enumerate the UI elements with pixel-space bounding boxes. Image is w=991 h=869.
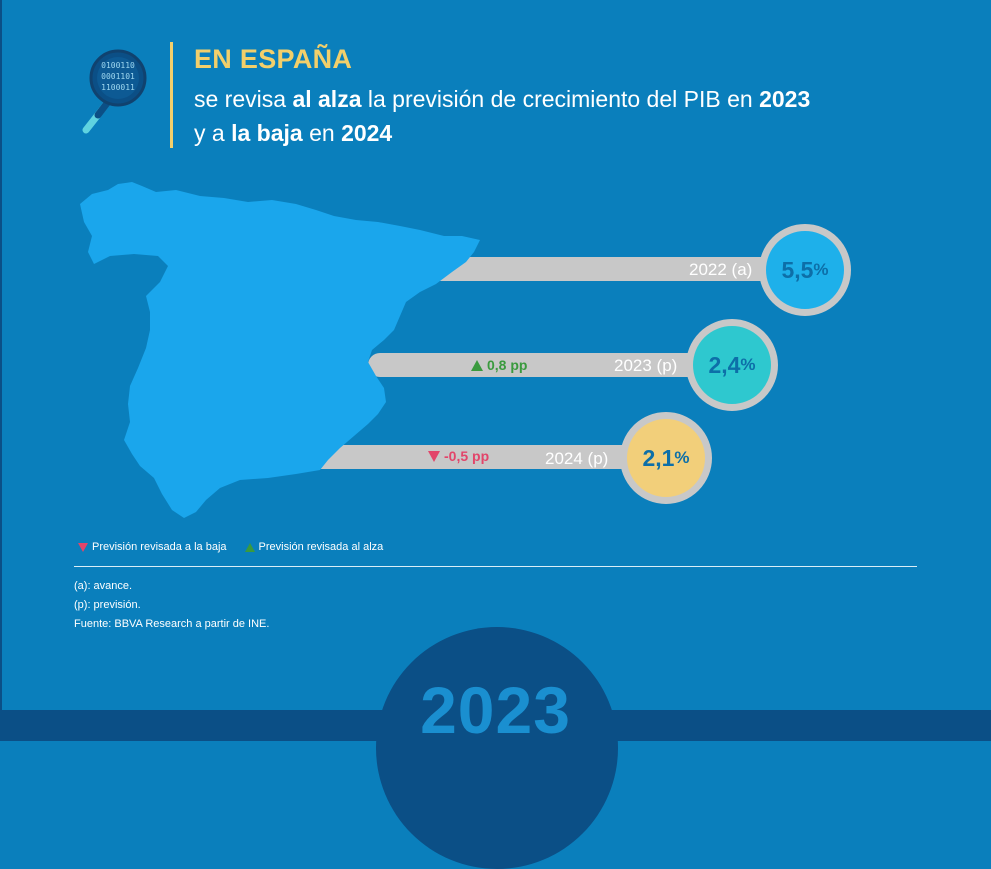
bar-2022 [440, 257, 800, 281]
triangle-up-icon [471, 360, 483, 371]
bottom-band [0, 710, 991, 741]
bar-2024 [300, 445, 660, 469]
triangle-up-icon [244, 542, 255, 552]
value-bubble-2024: 2,1% [620, 412, 712, 504]
value-bubble-2022: 5,5% [759, 224, 851, 316]
value-2024: 2,1 [642, 444, 675, 471]
subtitle-line-2: y a la baja en 2024 [194, 120, 393, 146]
triangle-down-icon [78, 542, 88, 552]
legend-item-up: Previsión revisada al alza [244, 541, 383, 553]
chart-subtitle: se revisa al alza la previsión de crecim… [194, 82, 810, 150]
legend: Previsión revisada a la baja Previsión r… [78, 541, 383, 553]
revision-2024-down: -0,5 pp [428, 448, 489, 464]
value-2023: 2,4 [708, 351, 741, 378]
svg-text:0001101: 0001101 [101, 72, 135, 81]
svg-text:0100110: 0100110 [101, 61, 135, 70]
footer-year: 2023 [420, 673, 571, 747]
bar-label-2024: 2024 (p) [545, 449, 609, 468]
value-2022: 5,5 [781, 256, 814, 283]
note-source: Fuente: BBVA Research a partir de INE. [74, 618, 270, 630]
bar-2023 [368, 353, 728, 377]
bar-label-2023: 2023 (p) [614, 356, 678, 375]
magnifier-binary-icon: 0100110 0001101 1100011 [78, 46, 158, 138]
legend-item-down: Previsión revisada a la baja [78, 541, 227, 553]
triangle-down-icon [428, 451, 440, 462]
chart-title: EN ESPAÑA [194, 44, 353, 74]
svg-text:1100011: 1100011 [101, 83, 135, 92]
value-bubble-2023: 2,4% [686, 319, 778, 411]
note-avance: (a): avance. [74, 580, 133, 592]
bar-label-2022: 2022 (a) [689, 260, 753, 279]
left-edge-border [0, 0, 2, 741]
notes-divider [74, 566, 917, 567]
footnotes: (a): avance. (p): previsión. Fuente: BBV… [74, 577, 269, 634]
title-accent-line [170, 42, 173, 148]
note-prevision: (p): previsión. [74, 599, 141, 611]
bottom-arc [376, 627, 618, 869]
subtitle-line-1: se revisa al alza la previsión de crecim… [194, 86, 811, 112]
revision-2023-up: 0,8 pp [471, 357, 527, 373]
spain-map [80, 182, 480, 518]
